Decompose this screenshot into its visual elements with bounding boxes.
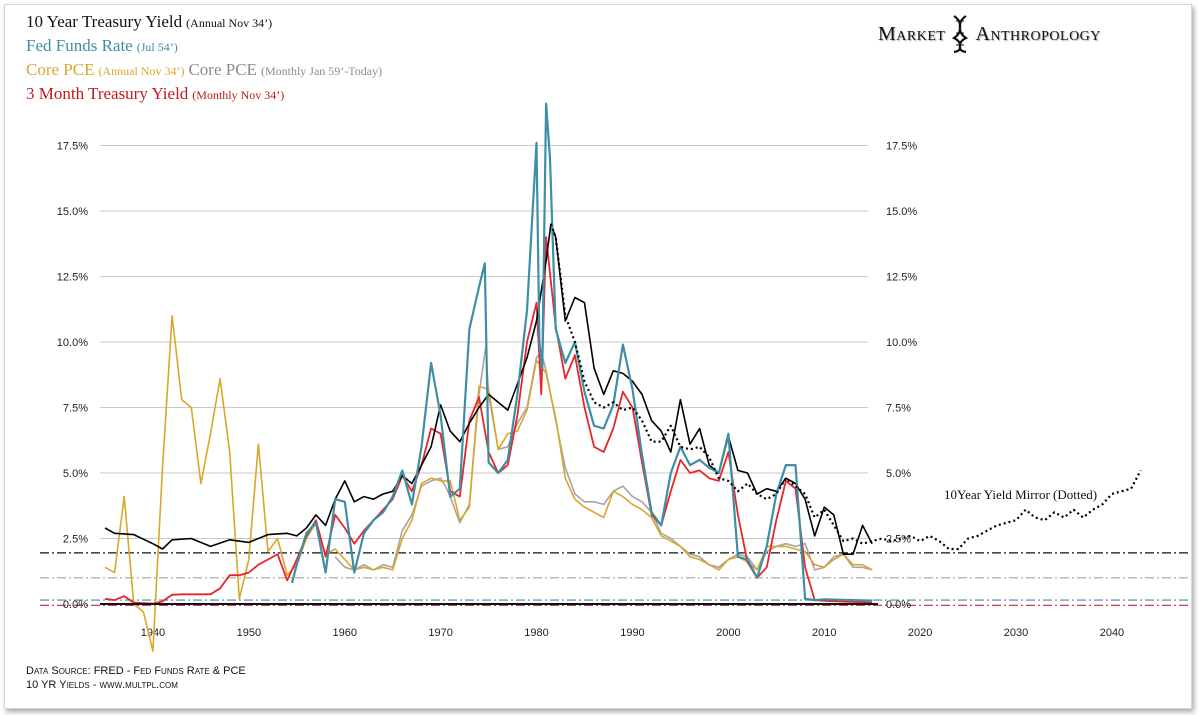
y-axis-left: 0.0% 2.5% 5.0% 7.5% 10.0% 12.5% 15.0% 17.5% [57, 141, 88, 612]
y-tick-label-right: 2.5% [886, 534, 911, 546]
y-tick-label: 2.5% [63, 534, 88, 546]
legend-fed-funds: Fed Funds Rate (Jul 54’) [26, 36, 178, 56]
grid-lines [100, 145, 868, 539]
chart-frame [4, 4, 1192, 709]
y-tick-label-right: 15.0% [886, 206, 917, 218]
x-tick-label: 2010 [812, 627, 836, 639]
y-tick-label-right: 5.0% [886, 468, 911, 480]
source-line-2: 10 YR Yields - www.multpl.com [26, 679, 178, 691]
legend-ten-year-note: (Annual Nov 34’) [186, 16, 273, 30]
brand-logo: Market Anthropology [878, 14, 1101, 54]
y-tick-label-right: 10.0% [886, 337, 917, 349]
series-line-2 [104, 315, 873, 652]
series-line-4 [104, 236, 873, 605]
x-tick-label: 2000 [716, 627, 740, 639]
y-tick-label-right: 7.5% [886, 403, 911, 415]
legend-three-month-label: 3 Month Treasury Yield [26, 84, 189, 103]
series-line-0 [104, 223, 873, 555]
series-line-1 [549, 223, 1142, 551]
data-source-note: Data Source: FRED - Fed Funds Rate & PCE… [26, 664, 246, 692]
x-tick-label: 1980 [524, 627, 548, 639]
x-tick-label: 1970 [428, 627, 452, 639]
brand-word-market: Market [878, 22, 946, 45]
y-tick-label: 0.0% [63, 599, 88, 611]
legend-core-pce-annual-label: Core PCE [26, 60, 95, 79]
legend-ten-year: 10 Year Treasury Yield (Annual Nov 34’) [26, 12, 272, 32]
x-tick-label: 2040 [1100, 627, 1124, 639]
legend-three-month-note: (Monthly Nov 34’) [192, 88, 285, 102]
legend-fed-funds-label: Fed Funds Rate [26, 36, 133, 55]
x-tick-label: 1940 [141, 627, 165, 639]
y-tick-label-right: 12.5% [886, 272, 917, 284]
x-tick-label: 2030 [1004, 627, 1028, 639]
source-line-1: Data Source: FRED - Fed Funds Rate & PCE [26, 665, 246, 677]
legend-three-month: 3 Month Treasury Yield (Monthly Nov 34’) [26, 84, 284, 104]
mirror-annotation: 10Year Yield Mirror (Dotted) [944, 487, 1098, 502]
x-axis: 1940 1950 1960 1970 1980 1990 2000 2010 2020 2030… [141, 627, 1124, 639]
y-tick-label: 5.0% [63, 468, 88, 480]
x-tick-label: 1960 [333, 627, 357, 639]
y-axis-right: 0.0% 2.5% 5.0% 7.5% 10.0% 12.5% 15.0% 17.5% [886, 141, 917, 612]
series-line-3 [334, 346, 873, 571]
y-tick-label: 10.0% [57, 337, 88, 349]
legend-core-pce: Core PCE (Annual Nov 34’) Core PCE (Mont… [26, 60, 382, 80]
reference-lines [40, 552, 1190, 606]
dna-helix-icon [952, 15, 969, 54]
y-tick-label: 7.5% [63, 403, 88, 415]
series-line-5 [290, 102, 873, 602]
x-tick-label: 1950 [237, 627, 261, 639]
y-tick-label: 15.0% [57, 206, 88, 218]
legend-ten-year-label: 10 Year Treasury Yield [26, 12, 183, 31]
brand-word-anthropology: Anthropology [975, 22, 1101, 45]
y-tick-label-right: 0.0% [886, 599, 911, 611]
y-tick-label: 12.5% [57, 272, 88, 284]
y-tick-label: 17.5% [57, 141, 88, 153]
legend-core-pce-annual-note: (Annual Nov 34’) [98, 64, 185, 78]
legend-core-pce-monthly-label: Core PCE [188, 60, 257, 79]
y-tick-label-right: 17.5% [886, 141, 917, 153]
legend-fed-funds-note: (Jul 54’) [136, 40, 178, 54]
x-tick-label: 2020 [908, 627, 932, 639]
legend-core-pce-monthly-note: (Monthly Jan 59’-Today) [260, 64, 383, 78]
x-tick-label: 1990 [620, 627, 644, 639]
series-lines [100, 102, 1142, 652]
